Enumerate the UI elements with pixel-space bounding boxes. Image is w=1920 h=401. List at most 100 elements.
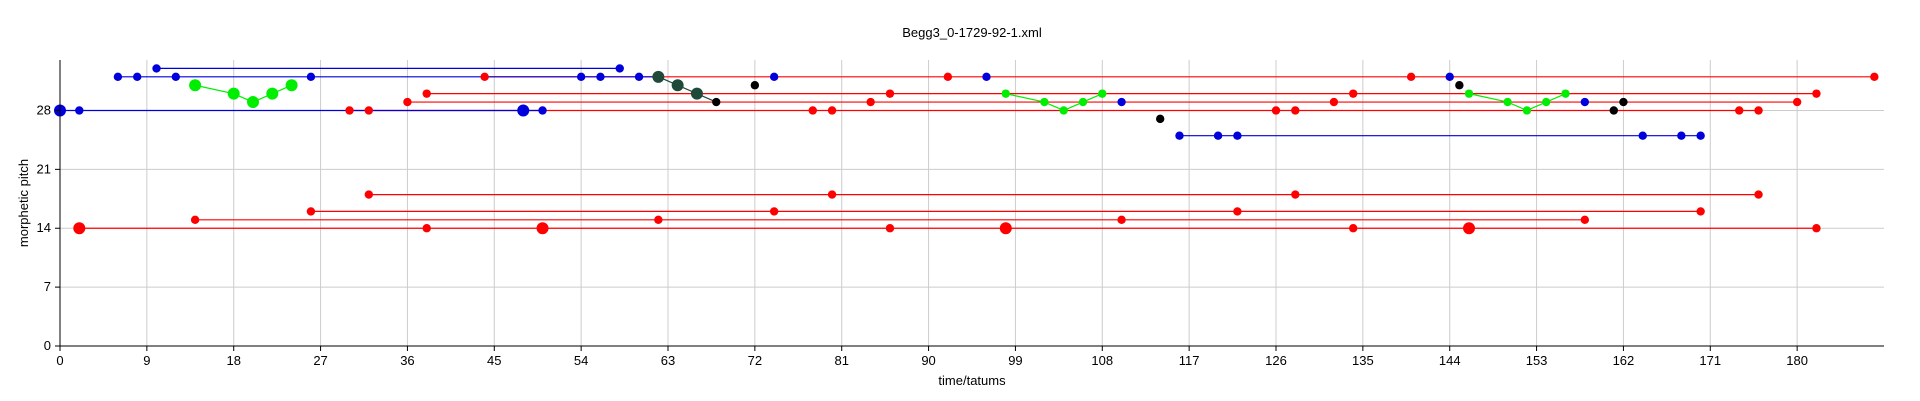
x-tick-label: 18 [226,353,240,368]
note-point [266,87,279,100]
x-tick-label: 45 [487,353,501,368]
x-tick-label: 72 [748,353,762,368]
note-point [364,190,374,199]
note-point [345,106,354,115]
note-point [517,104,530,117]
note-point [1329,97,1339,107]
y-tick-label: 28 [37,102,51,117]
note-point [75,106,84,115]
note-point [1098,89,1107,98]
note-point [999,222,1012,235]
note-point [1677,131,1686,140]
axes [59,60,1884,347]
note-point [364,106,374,115]
note-point [943,72,953,82]
note-point [285,79,298,92]
note-point [866,97,875,107]
note-point [189,79,202,92]
note-point [1233,131,1242,140]
note-point [1870,72,1879,82]
note-point [652,70,665,83]
note-point [885,224,895,233]
x-tick-label: 180 [1786,353,1808,368]
x-tick-label: 108 [1091,353,1113,368]
note-point [1754,190,1763,199]
note-point [1463,222,1476,235]
note-point [712,97,721,107]
note-point [1754,106,1763,115]
x-tick-label: 153 [1526,353,1548,368]
note-point [1117,215,1126,225]
note-point [422,224,431,233]
x-tick-label: 90 [921,353,935,368]
note-point [1542,97,1551,107]
note-point [1059,106,1068,115]
note-point [750,81,760,90]
x-tick-label: 126 [1265,353,1287,368]
note-point [1040,97,1049,107]
x-tick-label: 135 [1352,353,1374,368]
note-point [227,87,240,100]
note-point [827,106,837,115]
note-point [538,106,547,115]
x-tick-label: 144 [1439,353,1461,368]
note-point [113,72,123,82]
tick-labels: 0 9 18 27 36 45 54 63 72 81 90 99 108 117 126 135 144 153… [37,102,1808,368]
y-tick-label: 14 [37,220,51,235]
note-point [827,190,837,199]
x-tick-label: 54 [574,353,588,368]
note-point [306,72,316,82]
note-point [1349,224,1358,233]
x-tick-label: 81 [834,353,848,368]
note-point [1503,97,1512,107]
note-point [1464,89,1474,98]
x-tick-label: 27 [313,353,327,368]
x-tick-label: 162 [1613,353,1635,368]
note-point [133,72,142,82]
note-point [152,64,161,73]
note-point [1117,97,1126,107]
note-point [1291,106,1300,115]
note-point [885,89,895,98]
note-point [1580,215,1590,225]
y-tick-label: 7 [44,279,51,294]
note-point [671,79,684,92]
note-point [690,87,703,100]
note-point [1406,72,1416,82]
x-tick-label: 117 [1179,353,1200,368]
note-point [480,72,489,82]
y-tick-label: 0 [44,338,51,353]
note-point [247,96,260,109]
y-axis-title: morphetic pitch [16,159,31,247]
note-points [54,64,1879,235]
note-point [1792,97,1802,107]
note-point [1696,207,1705,216]
x-tick-label: 63 [661,353,675,368]
note-point [1349,89,1358,98]
pattern-contour-line [658,76,717,103]
note-point [1580,97,1590,107]
note-point [1175,131,1184,140]
note-point [1213,131,1223,140]
note-point [1522,106,1532,115]
note-point [769,72,779,82]
note-point [171,72,181,82]
note-point [1291,190,1300,199]
note-point [1001,89,1010,98]
x-axis-title: time/tatums [938,373,1006,388]
x-tick-label: 0 [56,353,63,368]
note-point [403,97,412,107]
note-point [1638,131,1647,140]
note-point [1735,106,1744,115]
note-point [615,64,624,73]
note-point [982,72,991,82]
note-point [536,222,549,235]
note-point [73,222,86,235]
note-point [576,72,586,82]
y-tick-label: 21 [37,161,51,176]
note-point [190,215,200,225]
note-point [1812,224,1821,233]
note-point [1233,207,1242,216]
note-point [1696,131,1705,140]
